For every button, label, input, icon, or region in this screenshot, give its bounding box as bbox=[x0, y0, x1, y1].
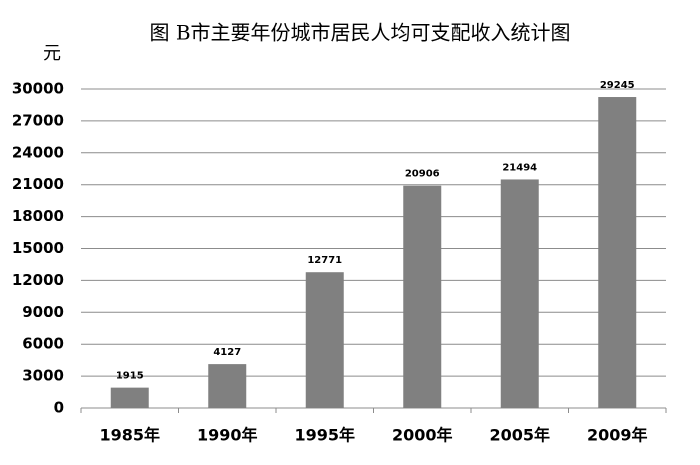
y-tick-label: 12000 bbox=[12, 271, 64, 289]
y-tick-label: 3000 bbox=[22, 367, 64, 385]
bar bbox=[403, 185, 442, 408]
y-tick-label: 0 bbox=[54, 399, 64, 417]
y-tick-label: 21000 bbox=[12, 175, 64, 193]
x-tick-label: 2009年 bbox=[587, 426, 648, 445]
x-tick-label: 2005年 bbox=[489, 426, 550, 445]
bar bbox=[110, 387, 149, 408]
chart-title: 图 B市主要年份城市居民人均可支配收入统计图 bbox=[149, 21, 570, 45]
x-tick-label: 1990年 bbox=[197, 426, 258, 445]
bar bbox=[500, 179, 539, 408]
x-tick-label: 2000年 bbox=[392, 426, 453, 445]
value-label: 20906 bbox=[405, 169, 440, 180]
value-label: 1915 bbox=[116, 371, 144, 382]
y-tick-label: 6000 bbox=[22, 335, 64, 353]
y-tick-label: 15000 bbox=[12, 239, 64, 257]
y-tick-label: 9000 bbox=[22, 303, 64, 321]
y-tick-label: 24000 bbox=[12, 143, 64, 161]
value-label: 4127 bbox=[213, 347, 241, 358]
value-label: 21494 bbox=[502, 162, 537, 173]
bar bbox=[598, 97, 637, 408]
x-tick-label: 1995年 bbox=[294, 426, 355, 445]
x-tick-label: 1985年 bbox=[99, 426, 160, 445]
y-tick-label: 18000 bbox=[12, 207, 64, 225]
y-axis-label: 元 bbox=[43, 43, 61, 64]
value-label: 12771 bbox=[307, 255, 342, 266]
y-tick-label: 27000 bbox=[12, 111, 64, 129]
bar bbox=[305, 272, 344, 408]
value-label: 29245 bbox=[600, 80, 635, 91]
bar bbox=[208, 364, 247, 408]
y-tick-label: 30000 bbox=[12, 80, 64, 98]
